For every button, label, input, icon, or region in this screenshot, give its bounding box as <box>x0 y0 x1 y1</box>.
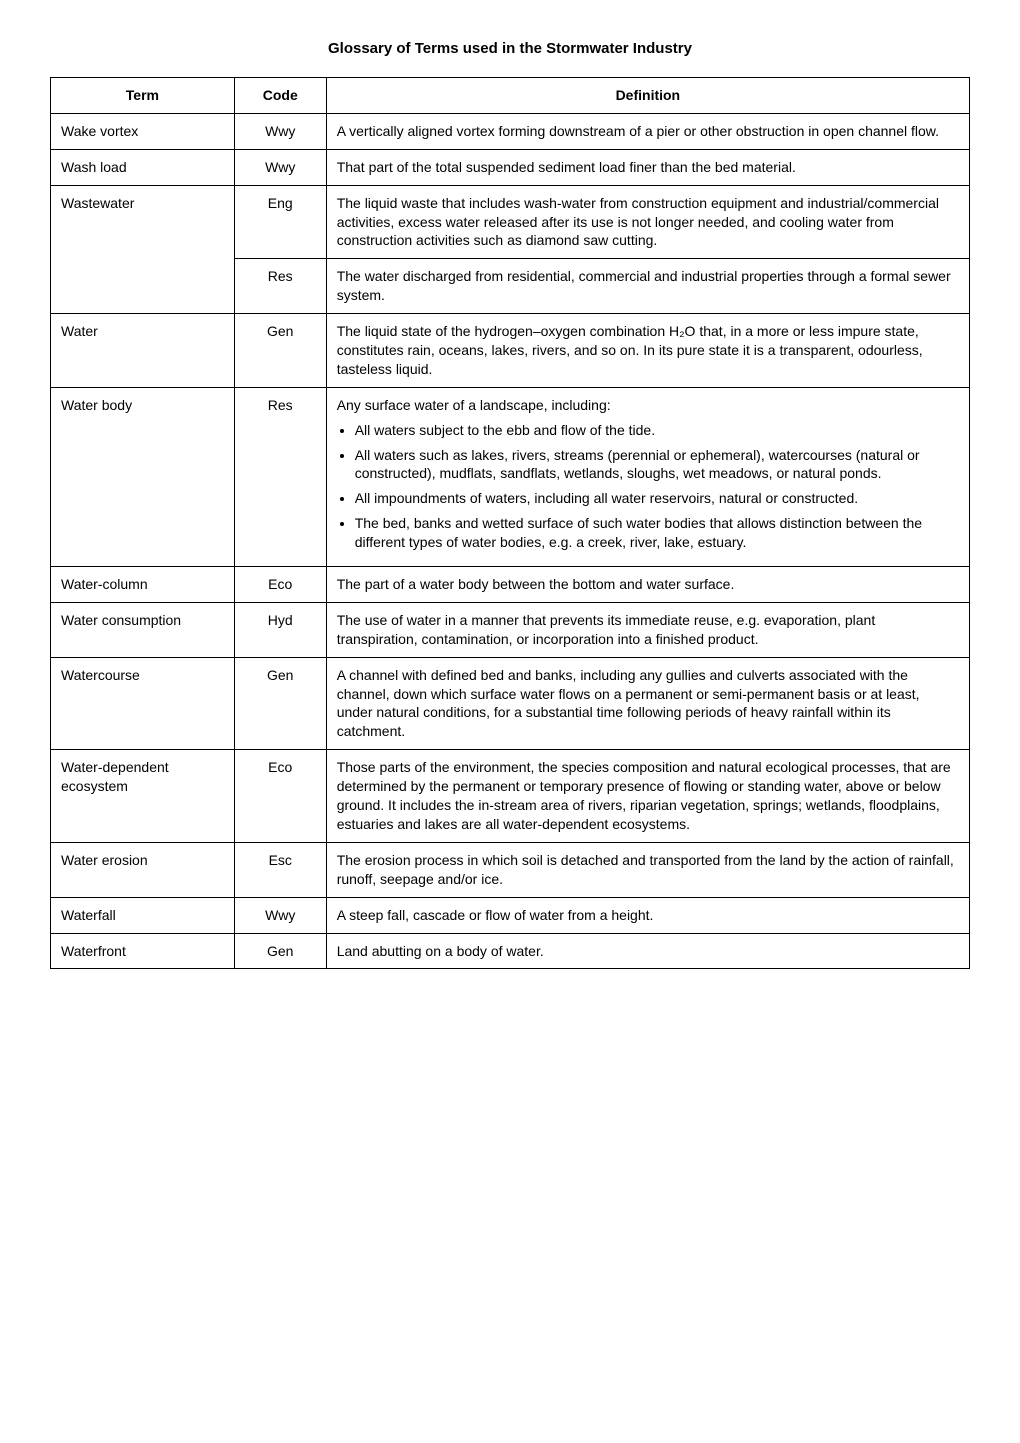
bullet-item: All impoundments of waters, including al… <box>355 489 959 508</box>
term-cell: Water consumption <box>51 602 235 657</box>
code-cell: Res <box>234 387 326 566</box>
glossary-table: Term Code Definition Wake vortex Wwy A v… <box>50 77 970 969</box>
definition-bullets: All waters subject to the ebb and flow o… <box>337 421 959 552</box>
definition-cell: That part of the total suspended sedimen… <box>326 149 969 185</box>
code-cell: Wwy <box>234 149 326 185</box>
table-row: Wastewater Eng The liquid waste that inc… <box>51 185 970 259</box>
col-term: Term <box>51 78 235 114</box>
term-cell: Wake vortex <box>51 113 235 149</box>
term-cell: Wastewater <box>51 185 235 313</box>
term-cell: Waterfront <box>51 933 235 969</box>
bullet-item: All waters subject to the ebb and flow o… <box>355 421 959 440</box>
definition-cell: A channel with defined bed and banks, in… <box>326 657 969 750</box>
definition-cell: The use of water in a manner that preven… <box>326 602 969 657</box>
col-definition: Definition <box>326 78 969 114</box>
code-cell: Wwy <box>234 113 326 149</box>
definition-cell: Those parts of the environment, the spec… <box>326 750 969 843</box>
code-cell: Gen <box>234 314 326 388</box>
definition-intro: Any surface water of a landscape, includ… <box>337 397 611 413</box>
definition-cell: The liquid state of the hydrogen–oxygen … <box>326 314 969 388</box>
term-cell: Water-dependent ecosystem <box>51 750 235 843</box>
definition-cell: The water discharged from residential, c… <box>326 259 969 314</box>
term-cell: Water-column <box>51 567 235 603</box>
definition-cell: A vertically aligned vortex forming down… <box>326 113 969 149</box>
term-cell: Watercourse <box>51 657 235 750</box>
table-row: Water consumption Hyd The use of water i… <box>51 602 970 657</box>
code-cell: Eco <box>234 567 326 603</box>
col-code: Code <box>234 78 326 114</box>
definition-cell: The erosion process in which soil is det… <box>326 842 969 897</box>
code-cell: Gen <box>234 657 326 750</box>
definition-cell: Any surface water of a landscape, includ… <box>326 387 969 566</box>
code-cell: Eco <box>234 750 326 843</box>
page-title: Glossary of Terms used in the Stormwater… <box>50 40 970 57</box>
bullet-item: All waters such as lakes, rivers, stream… <box>355 446 959 484</box>
table-row: Water-dependent ecosystem Eco Those part… <box>51 750 970 843</box>
code-cell: Gen <box>234 933 326 969</box>
definition-cell: A steep fall, cascade or flow of water f… <box>326 897 969 933</box>
term-cell: Waterfall <box>51 897 235 933</box>
table-row: Water-column Eco The part of a water bod… <box>51 567 970 603</box>
term-cell: Water <box>51 314 235 388</box>
table-row: Waterfall Wwy A steep fall, cascade or f… <box>51 897 970 933</box>
definition-cell: The liquid waste that includes wash-wate… <box>326 185 969 259</box>
table-row: Water Gen The liquid state of the hydrog… <box>51 314 970 388</box>
code-cell: Esc <box>234 842 326 897</box>
table-row: Water erosion Esc The erosion process in… <box>51 842 970 897</box>
code-cell: Wwy <box>234 897 326 933</box>
table-row: Water body Res Any surface water of a la… <box>51 387 970 566</box>
definition-cell: Land abutting on a body of water. <box>326 933 969 969</box>
table-header-row: Term Code Definition <box>51 78 970 114</box>
term-cell: Wash load <box>51 149 235 185</box>
term-cell: Water erosion <box>51 842 235 897</box>
code-cell: Eng <box>234 185 326 259</box>
table-row: Wash load Wwy That part of the total sus… <box>51 149 970 185</box>
definition-cell: The part of a water body between the bot… <box>326 567 969 603</box>
term-cell: Water body <box>51 387 235 566</box>
table-row: Waterfront Gen Land abutting on a body o… <box>51 933 970 969</box>
bullet-item: The bed, banks and wetted surface of suc… <box>355 514 959 552</box>
code-cell: Res <box>234 259 326 314</box>
table-row: Wake vortex Wwy A vertically aligned vor… <box>51 113 970 149</box>
table-row: Watercourse Gen A channel with defined b… <box>51 657 970 750</box>
code-cell: Hyd <box>234 602 326 657</box>
